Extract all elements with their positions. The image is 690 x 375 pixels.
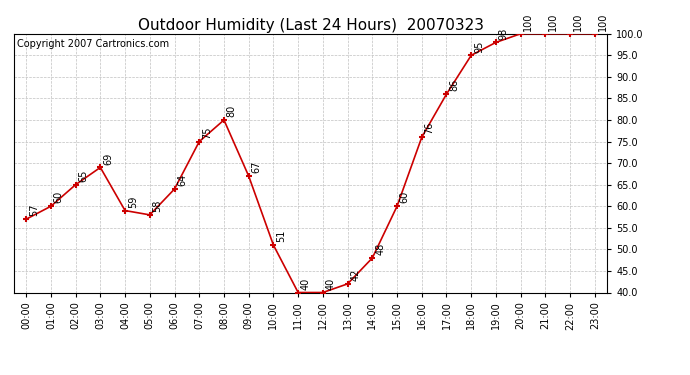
Text: 76: 76	[424, 122, 435, 135]
Text: 40: 40	[301, 278, 311, 290]
Text: 57: 57	[29, 204, 39, 216]
Text: 98: 98	[499, 27, 509, 40]
Text: 100: 100	[548, 13, 558, 31]
Text: 51: 51	[276, 230, 286, 242]
Text: 80: 80	[227, 105, 237, 117]
Title: Outdoor Humidity (Last 24 Hours)  20070323: Outdoor Humidity (Last 24 Hours) 2007032…	[137, 18, 484, 33]
Text: 100: 100	[573, 13, 583, 31]
Text: 59: 59	[128, 195, 138, 208]
Text: 86: 86	[449, 79, 460, 92]
Text: 64: 64	[177, 174, 187, 186]
Text: 75: 75	[202, 126, 212, 139]
Text: 58: 58	[152, 200, 163, 212]
Text: 100: 100	[598, 13, 608, 31]
Text: 60: 60	[400, 191, 410, 204]
Text: 95: 95	[474, 40, 484, 53]
Text: 65: 65	[79, 170, 88, 182]
Text: 100: 100	[524, 13, 533, 31]
Text: 69: 69	[103, 152, 113, 165]
Text: 42: 42	[351, 269, 360, 281]
Text: 60: 60	[54, 191, 63, 204]
Text: 67: 67	[251, 161, 262, 173]
Text: 48: 48	[375, 243, 385, 255]
Text: Copyright 2007 Cartronics.com: Copyright 2007 Cartronics.com	[17, 39, 169, 49]
Text: 40: 40	[326, 278, 335, 290]
